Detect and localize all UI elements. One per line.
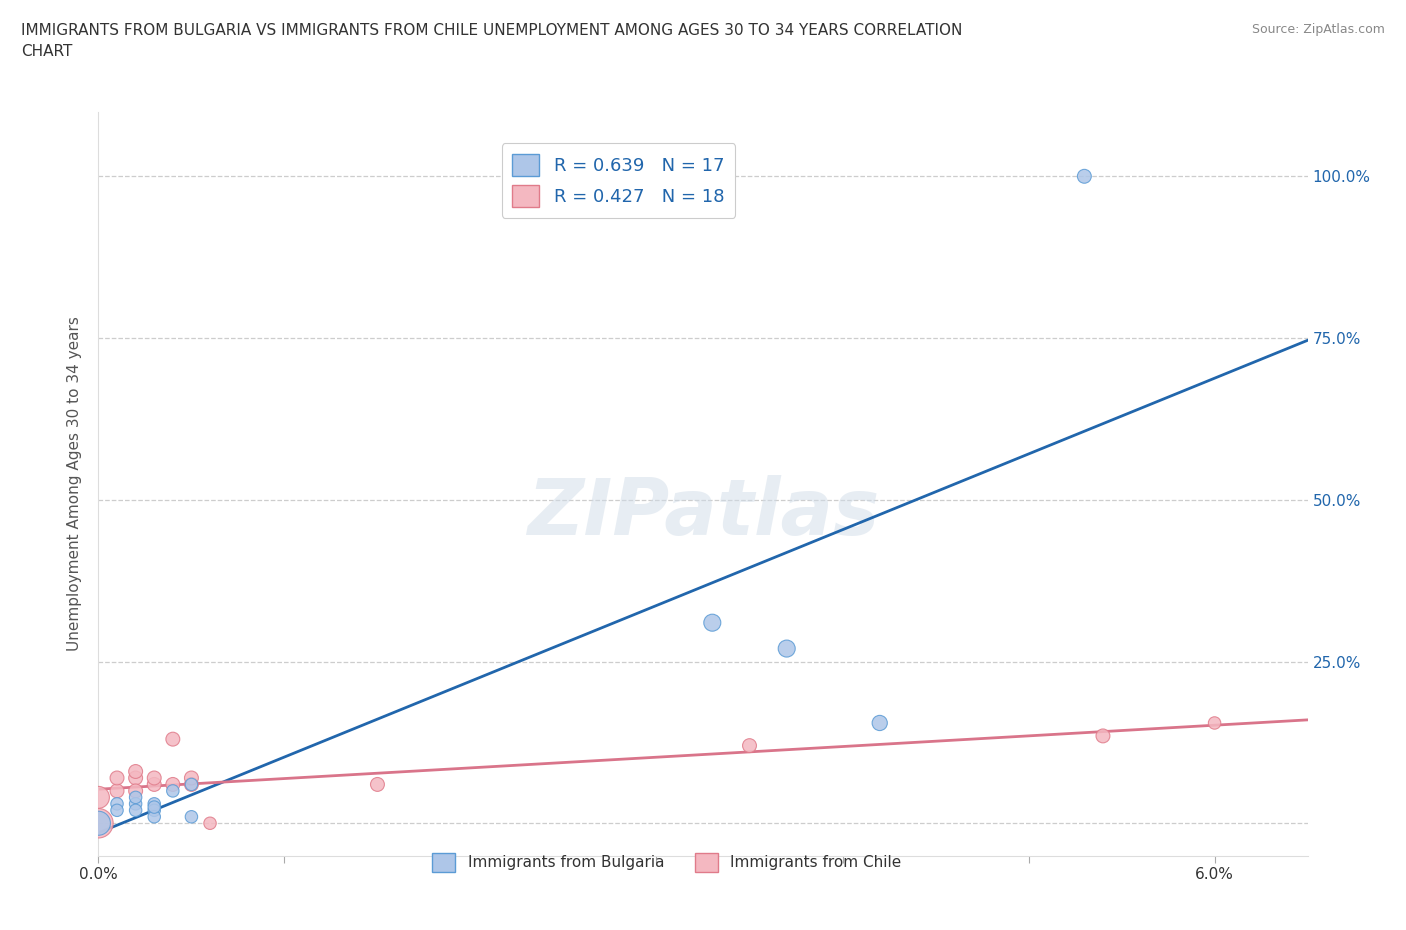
Y-axis label: Unemployment Among Ages 30 to 34 years: Unemployment Among Ages 30 to 34 years [67,316,83,651]
Point [105,796,128,811]
Point [143,771,166,786]
Point [143,796,166,811]
Point [1073,169,1095,184]
Text: ZIPatlas: ZIPatlas [527,475,879,551]
Point [143,809,166,824]
Point [124,764,146,779]
Point [124,771,146,786]
Text: IMMIGRANTS FROM BULGARIA VS IMMIGRANTS FROM CHILE UNEMPLOYMENT AMONG AGES 30 TO : IMMIGRANTS FROM BULGARIA VS IMMIGRANTS F… [21,23,963,60]
Point [124,790,146,804]
Point [198,816,221,830]
Point [105,771,128,786]
Point [702,616,724,631]
Point [124,796,146,811]
Point [124,783,146,798]
Text: Source: ZipAtlas.com: Source: ZipAtlas.com [1251,23,1385,36]
Point [87,790,110,804]
Point [180,777,202,791]
Point [162,777,184,791]
Point [87,816,110,830]
Point [869,715,891,730]
Point [1204,715,1226,730]
Point [105,783,128,798]
Point [180,771,202,786]
Point [180,777,202,791]
Point [143,777,166,791]
Point [162,732,184,747]
Point [143,800,166,815]
Point [105,803,128,817]
Point [776,641,799,656]
Legend: Immigrants from Bulgaria, Immigrants from Chile: Immigrants from Bulgaria, Immigrants fro… [426,847,907,878]
Point [738,738,761,753]
Point [366,777,388,791]
Point [180,809,202,824]
Point [143,803,166,817]
Point [1091,728,1114,743]
Point [124,803,146,817]
Point [162,783,184,798]
Point [87,816,110,830]
